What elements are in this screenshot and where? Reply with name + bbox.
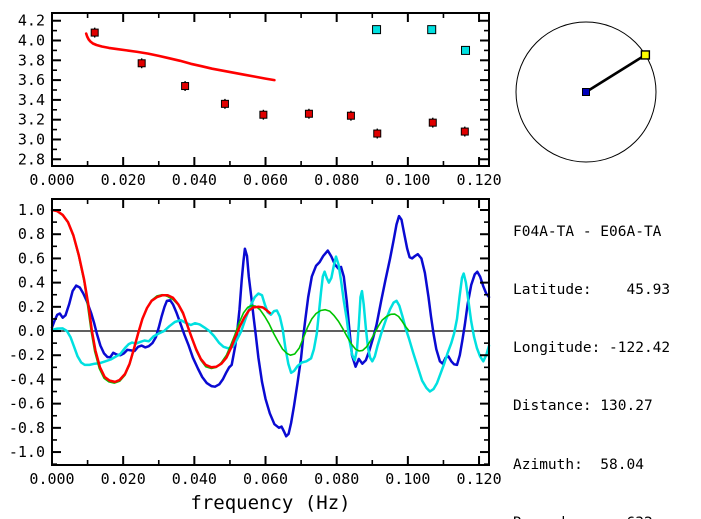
y-tick-label: 0.8 <box>18 225 45 243</box>
y-tick-label: 3.4 <box>18 91 45 109</box>
x-tick-label: 0.080 <box>314 470 359 488</box>
x-tick-label: 0.100 <box>385 470 430 488</box>
records-readout: Records: 632 <box>513 514 701 519</box>
group-velocity-measurements-marker <box>90 28 99 37</box>
group-velocity-measurements-marker <box>460 127 469 136</box>
x-tick-label: 0.040 <box>172 171 217 189</box>
x-tick-label: 0.100 <box>385 171 430 189</box>
rejected-measurements-marker <box>427 25 437 35</box>
x-tick-label: 0.000 <box>29 470 74 488</box>
dispersion-plot: 0.000 0.020 0.040 0.060 0.080 0.100 0.120 2.8 3.… <box>18 12 502 189</box>
y-tick-label: 3.0 <box>18 130 45 148</box>
plot-frame <box>51 198 490 466</box>
x-tick-label: 0.120 <box>456 171 501 189</box>
y-tick-label: 0.6 <box>18 249 45 267</box>
latitude-readout: Latitude: 45.93 <box>513 282 671 299</box>
y-tick-label: 1.0 <box>18 201 45 219</box>
waveform-blue <box>50 214 491 438</box>
y-tick-label: -1.0 <box>9 443 45 461</box>
waveform-cyan-path <box>50 255 491 393</box>
x-tick-label: 0.020 <box>101 470 146 488</box>
group-velocity-measurements-marker <box>373 129 382 138</box>
y-tick-label: 4.2 <box>18 12 45 30</box>
y-tick-label: 0.0 <box>18 322 45 340</box>
waveform-blue-path <box>50 214 491 438</box>
center-station-marker <box>582 88 590 96</box>
distance-readout: Distance: 130.27 <box>513 398 653 415</box>
x-tick-label: 0.000 <box>29 171 74 189</box>
y-tick-label: 2.8 <box>18 150 45 168</box>
y-tick-label: -0.8 <box>9 419 45 437</box>
x-tick-label: 0.040 <box>172 470 217 488</box>
waveform-plot: 0.000 0.020 0.040 0.060 0.080 0.100 0.120 -1.0 -… <box>9 198 502 514</box>
group-velocity-measurements-marker <box>428 118 437 127</box>
y-tick-label: 3.6 <box>18 71 45 89</box>
azimuth-readout: Azimuth: 58.04 <box>513 456 644 473</box>
waveform-red <box>50 208 272 384</box>
x-tick-label: 0.120 <box>456 470 501 488</box>
group-velocity-measurements-marker <box>137 59 146 68</box>
x-axis-title: frequency (Hz) <box>190 492 350 514</box>
x-tick-label: 0.060 <box>243 470 288 488</box>
x-tick-label: 0.020 <box>101 171 146 189</box>
x-tick-label: 0.060 <box>243 171 288 189</box>
y-tick-label: -0.4 <box>9 370 45 388</box>
dispersion-curve-path <box>84 32 276 82</box>
azimuth-line <box>585 53 647 94</box>
plot-frame <box>51 12 490 167</box>
y-tick-label: 3.2 <box>18 111 45 129</box>
station-info: F04A-TA - E06A-TA Latitude: 45.93 Longit… <box>513 184 701 519</box>
group-velocity-measurements-marker <box>259 110 268 119</box>
waveform-red-path <box>50 208 272 384</box>
remote-station-marker <box>640 50 651 60</box>
group-velocity-measurements-marker <box>304 109 313 118</box>
y-tick-label: -0.6 <box>9 395 45 413</box>
y-tick-label: 4.0 <box>18 32 45 50</box>
group-velocity-measurements-marker <box>220 99 229 108</box>
station-pair-label: F04A-TA - E06A-TA <box>513 223 662 240</box>
rejected-measurements <box>372 25 471 55</box>
waveform-cyan <box>50 255 491 393</box>
y-tick-label: 3.8 <box>18 51 45 69</box>
rejected-measurements-marker <box>372 25 382 35</box>
group-velocity-measurements <box>90 27 469 139</box>
group-velocity-measurements-marker <box>346 111 355 120</box>
azimuth-circle <box>515 21 657 163</box>
y-tick-label: 0.2 <box>18 298 45 316</box>
y-tick-label: 0.4 <box>18 274 45 292</box>
longitude-readout: Longitude: -122.42 <box>513 340 671 357</box>
great-circle-outline <box>515 21 657 163</box>
group-velocity-measurements-marker <box>181 82 190 91</box>
dispersion-curve <box>84 32 276 82</box>
y-tick-label: -0.2 <box>9 346 45 364</box>
rejected-measurements-marker <box>461 45 471 55</box>
x-tick-label: 0.080 <box>314 171 359 189</box>
